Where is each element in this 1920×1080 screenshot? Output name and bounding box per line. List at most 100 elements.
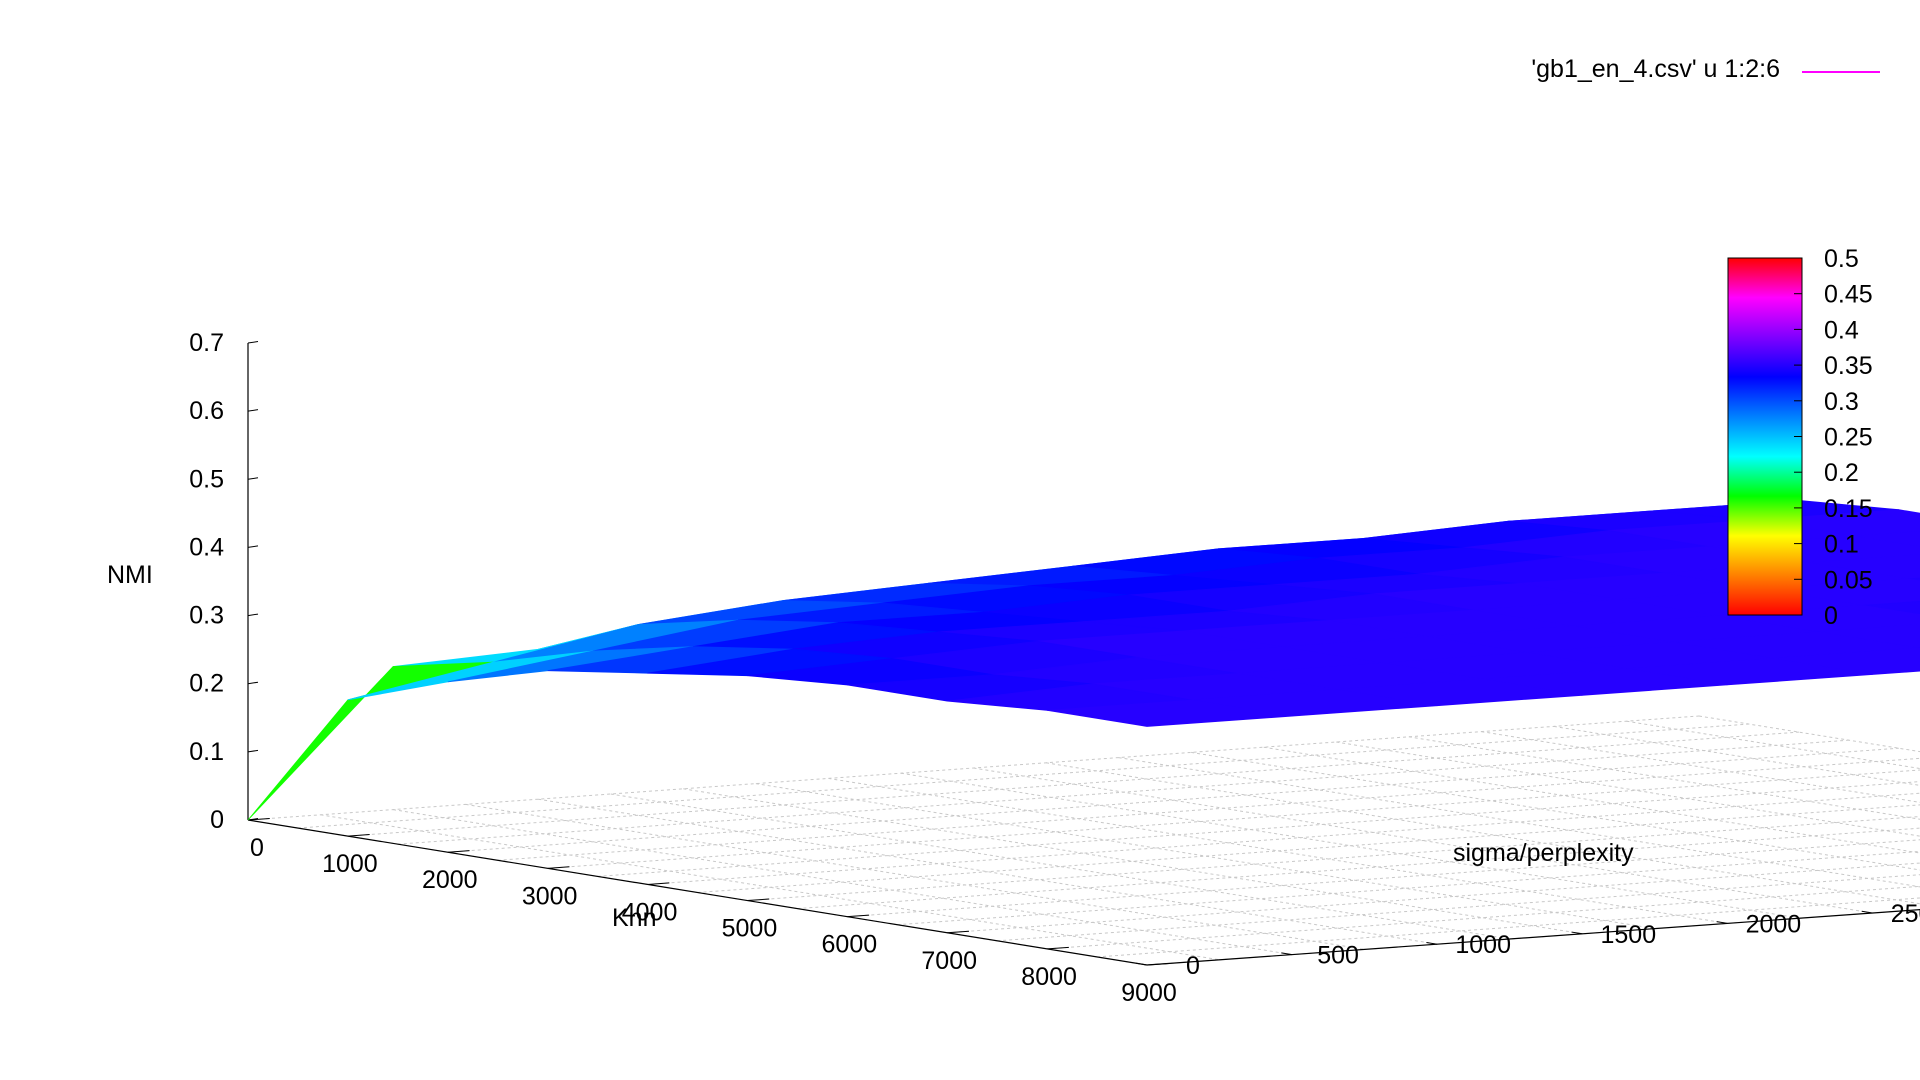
- grid-line-y: [1045, 762, 1920, 905]
- colorbar-tick-label: 0.15: [1824, 495, 1873, 523]
- surface-patch: [247, 661, 494, 821]
- y-tick-label: 1000: [1455, 931, 1511, 959]
- grid-line-y: [320, 814, 1220, 961]
- grid-line-x: [347, 731, 1799, 837]
- z-tick-label: 0.7: [189, 329, 224, 357]
- grid-line-y: [900, 772, 1801, 919]
- z-tick: [247, 477, 259, 480]
- grid-line-y: [1336, 741, 1920, 837]
- x-axis-label: Knn: [612, 904, 656, 932]
- colorbar-tick-label: 0.45: [1824, 281, 1873, 309]
- colorbar: 0 0.05 0.1 0.15 0.2 0.25 0.3 0.35 0.4 0.45 0.5: [1727, 245, 1873, 630]
- x-tick: [347, 834, 370, 837]
- colorbar-tick-label: 0: [1824, 602, 1838, 630]
- base-grid: [247, 715, 1920, 966]
- z-tick-label: 0.2: [189, 670, 224, 698]
- y-tick: [1861, 910, 1873, 914]
- x-tick-label: 7000: [921, 947, 977, 975]
- grid-line-y: [1191, 751, 1920, 871]
- grid-line-y: [1263, 746, 1920, 854]
- x-axis-line: [247, 819, 1148, 966]
- x-tick: [647, 882, 670, 885]
- x-tick: [947, 930, 970, 934]
- colorbar-tick-label: 0.25: [1824, 424, 1873, 452]
- x-tick: [847, 914, 870, 918]
- grid-line-y: [610, 793, 1510, 940]
- x-tick-label: 6000: [822, 931, 878, 959]
- grid-line-y: [1481, 731, 1920, 803]
- colorbar-tick-label: 0.05: [1824, 566, 1873, 594]
- z-tick: [247, 681, 259, 685]
- x-tick-label: 8000: [1021, 963, 1077, 991]
- grid-line-y: [1553, 725, 1920, 786]
- y-tick: [1571, 931, 1583, 935]
- grid-line-y: [683, 788, 1583, 935]
- x-tick: [447, 850, 470, 853]
- x-tick: [747, 898, 770, 902]
- grid-line-x: [897, 850, 1920, 926]
- y-tick-label: 0: [1186, 952, 1200, 980]
- legend-label: 'gb1_en_4.csv' u 1:2:6: [1531, 55, 1780, 83]
- y-tick-label: 2000: [1746, 910, 1802, 938]
- colorbar-tick-label: 0.3: [1824, 388, 1859, 416]
- z-tick-label: 0.3: [189, 602, 224, 630]
- grid-line-x: [447, 747, 1899, 853]
- x-tick: [1146, 962, 1169, 966]
- grid-line-y: [1698, 715, 1920, 753]
- surface-patch: [1862, 600, 1920, 615]
- x-tick-label: 5000: [722, 915, 778, 943]
- z-tick: [247, 818, 259, 821]
- z-tick-label: 0.1: [189, 738, 224, 766]
- y-tick: [1716, 921, 1728, 924]
- colorbar-gradient: [1727, 257, 1803, 616]
- x-tick-label: 0: [250, 834, 264, 862]
- grid-line-y: [973, 767, 1873, 914]
- grid-line-x: [1047, 885, 1920, 950]
- y-tick-label: 500: [1317, 942, 1359, 970]
- colorbar-tick-label: 0.5: [1824, 245, 1859, 273]
- colorbar-tick-label: 0.2: [1824, 459, 1859, 487]
- grid-line-y: [828, 777, 1728, 924]
- y-tick: [1426, 941, 1438, 945]
- x-tick: [547, 866, 570, 869]
- surface-patch: [1853, 531, 1920, 548]
- y-tick: [1136, 962, 1148, 966]
- x-tick-label: 9000: [1121, 979, 1177, 1007]
- y-axis-line: [1146, 908, 1920, 966]
- grid-line-y: [1626, 720, 1920, 770]
- z-tick: [247, 749, 259, 753]
- grid-line-y: [393, 809, 1293, 956]
- grid-line-y: [465, 803, 1365, 950]
- legend: 'gb1_en_4.csv' u 1:2:6: [1531, 55, 1880, 83]
- x-tick-label: 3000: [522, 882, 578, 910]
- z-tick: [247, 613, 259, 617]
- surface-patch: [1047, 699, 1293, 727]
- grid-line-y: [538, 798, 1438, 945]
- grid-line-x: [1146, 909, 1920, 966]
- z-axis-label: NMI: [107, 561, 153, 589]
- colorbar-tick-label: 0.4: [1824, 316, 1859, 344]
- grid-line-x: [547, 769, 1920, 869]
- x-tick-label: 1000: [322, 850, 378, 878]
- colorbar-tick-label: 0.1: [1824, 531, 1859, 559]
- z-tick-label: 0: [210, 806, 224, 834]
- z-tick: [247, 341, 259, 344]
- grid-line-x: [697, 804, 1920, 893]
- z-tick: [247, 545, 259, 548]
- z-tick-label: 0.6: [189, 397, 224, 425]
- grid-line-y: [1408, 736, 1920, 820]
- grid-line-y: [1118, 757, 1920, 888]
- y-axis-label: sigma/perplexity: [1453, 839, 1634, 867]
- axes: [247, 341, 1920, 966]
- colorbar-ticks: 0 0.05 0.1 0.15 0.2 0.25 0.3 0.35 0.4 0.45 0.5: [1794, 245, 1873, 630]
- x-tick: [1047, 946, 1069, 950]
- z-tick-label: 0.5: [189, 465, 224, 493]
- grid-line-y: [755, 783, 1655, 930]
- grid-line-x: [797, 827, 1920, 910]
- colorbar-tick-label: 0.35: [1824, 352, 1873, 380]
- grid-line-x: [597, 781, 1920, 877]
- z-tick: [247, 409, 259, 412]
